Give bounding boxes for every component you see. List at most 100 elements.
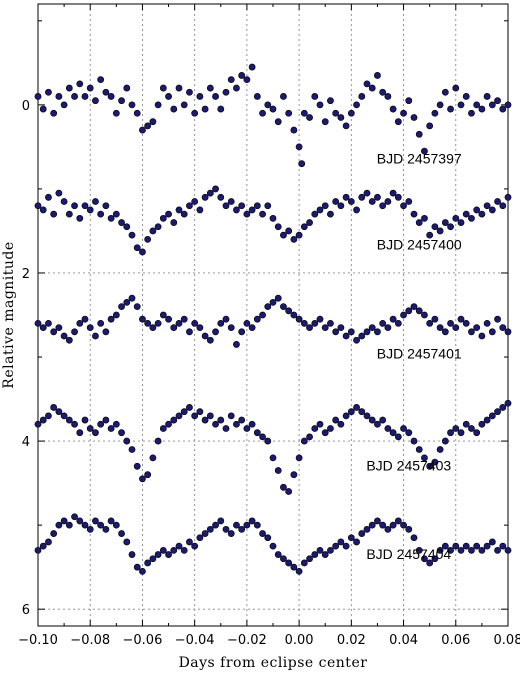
data-point bbox=[206, 412, 214, 420]
data-point bbox=[253, 93, 261, 100]
data-point bbox=[81, 93, 89, 100]
data-point bbox=[311, 551, 319, 558]
data-point bbox=[337, 114, 345, 121]
data-point bbox=[285, 559, 293, 567]
data-point bbox=[426, 122, 434, 130]
data-point bbox=[494, 198, 501, 205]
data-point bbox=[233, 521, 240, 529]
data-point bbox=[290, 563, 298, 571]
series-label: BJD 2457401 bbox=[377, 346, 462, 362]
data-point bbox=[92, 429, 99, 437]
data-point bbox=[280, 555, 287, 563]
data-point bbox=[426, 320, 434, 327]
data-point bbox=[363, 80, 371, 88]
data-point bbox=[186, 202, 193, 210]
data-point bbox=[447, 105, 454, 113]
data-point bbox=[374, 420, 381, 428]
data-point bbox=[39, 416, 47, 424]
data-point bbox=[504, 328, 512, 336]
data-point bbox=[394, 517, 402, 525]
data-point bbox=[243, 521, 251, 529]
data-point bbox=[441, 88, 449, 96]
data-point bbox=[222, 525, 230, 533]
data-point bbox=[379, 521, 387, 529]
data-point bbox=[342, 122, 350, 130]
data-point bbox=[473, 101, 481, 109]
data-point bbox=[102, 416, 110, 424]
data-point bbox=[473, 206, 481, 214]
data-point bbox=[410, 210, 418, 218]
data-point bbox=[274, 118, 282, 126]
data-point bbox=[316, 206, 324, 214]
data-point bbox=[76, 429, 84, 437]
data-point bbox=[170, 324, 178, 332]
data-point bbox=[499, 105, 507, 113]
data-point bbox=[431, 109, 439, 117]
data-point bbox=[139, 567, 146, 575]
data-point bbox=[363, 412, 371, 420]
data-point bbox=[112, 210, 120, 218]
y-tick-label: 0 bbox=[22, 99, 30, 114]
data-point bbox=[222, 425, 230, 432]
data-point bbox=[368, 198, 376, 205]
data-point bbox=[499, 324, 507, 332]
data-point bbox=[81, 315, 89, 323]
data-point bbox=[400, 521, 407, 529]
data-point bbox=[60, 412, 68, 420]
data-point bbox=[269, 542, 277, 550]
y-tick-label: 4 bbox=[22, 435, 30, 450]
data-point bbox=[421, 454, 428, 462]
data-point bbox=[81, 521, 89, 529]
data-point bbox=[50, 109, 58, 117]
data-point bbox=[274, 223, 282, 231]
data-point bbox=[431, 458, 439, 466]
data-point bbox=[222, 88, 230, 96]
data-point bbox=[149, 227, 157, 235]
data-point bbox=[353, 101, 360, 109]
data-point bbox=[233, 84, 240, 92]
data-point bbox=[180, 315, 188, 323]
data-point bbox=[488, 101, 496, 109]
data-point bbox=[76, 80, 84, 88]
data-point bbox=[86, 324, 94, 332]
data-point bbox=[170, 219, 178, 226]
data-point bbox=[191, 198, 199, 205]
data-point bbox=[217, 517, 225, 525]
data-point bbox=[112, 521, 120, 529]
data-point bbox=[457, 429, 465, 437]
data-point bbox=[400, 109, 407, 117]
data-point bbox=[452, 324, 460, 332]
data-point bbox=[191, 109, 199, 117]
data-point bbox=[462, 210, 470, 218]
data-point bbox=[353, 206, 360, 214]
data-point bbox=[217, 193, 225, 201]
data-point bbox=[269, 214, 277, 222]
data-point bbox=[196, 206, 204, 214]
data-point bbox=[478, 105, 486, 113]
data-point bbox=[374, 328, 381, 336]
y-axis-title: Relative magnitude bbox=[1, 241, 17, 388]
data-point bbox=[300, 320, 308, 327]
data-point bbox=[316, 101, 324, 109]
data-point bbox=[405, 525, 413, 533]
data-point bbox=[180, 210, 188, 218]
series-label: BJD 2457404 bbox=[366, 546, 451, 562]
data-point bbox=[483, 416, 491, 424]
data-point bbox=[128, 231, 136, 239]
data-point bbox=[447, 223, 454, 231]
data-point bbox=[400, 425, 407, 432]
data-point bbox=[175, 412, 183, 420]
data-point bbox=[405, 307, 413, 315]
data-point bbox=[321, 429, 329, 437]
data-point bbox=[144, 559, 152, 567]
data-point bbox=[426, 559, 434, 567]
data-point bbox=[107, 214, 115, 222]
data-point bbox=[227, 530, 235, 537]
series-label: BJD 2457397 bbox=[377, 151, 462, 167]
data-point bbox=[321, 118, 329, 126]
data-point bbox=[400, 311, 407, 319]
data-point bbox=[102, 525, 110, 533]
data-point bbox=[363, 189, 371, 197]
data-point bbox=[483, 542, 491, 550]
data-point bbox=[337, 538, 345, 546]
